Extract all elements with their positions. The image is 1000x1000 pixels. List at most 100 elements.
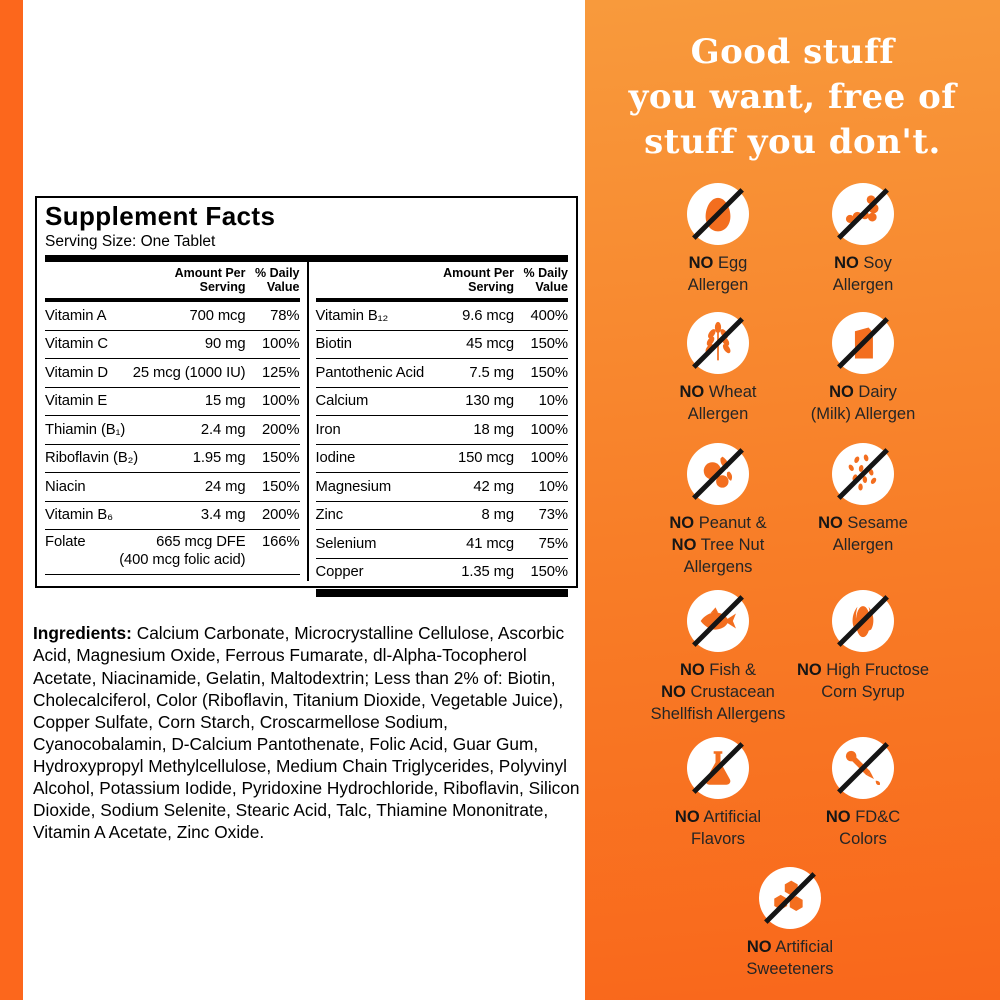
badge-label: NO Dairy (Milk) Allergen — [811, 382, 916, 426]
dropper-icon — [832, 737, 894, 799]
badge-dropper: NO FD&C Colors — [768, 737, 958, 851]
badge-wheat: NO Wheat Allergen — [623, 312, 813, 426]
badge-label-text: Wheat — [704, 383, 757, 401]
left-rows: Vitamin A 700 mcg 78% Vitamin C 90 mg 100% Vit… — [45, 302, 300, 576]
serving-size: Serving Size: One Tablet — [45, 232, 216, 250]
no-word: NO — [746, 938, 772, 956]
header-divider-bar — [45, 298, 300, 303]
nutrient-daily-value: 166% — [262, 534, 300, 551]
badge-honeycomb: NO Artificial Sweeteners — [695, 867, 885, 981]
peanut-icon — [687, 443, 749, 505]
table-row: Iodine 150 mcg 100% — [315, 445, 569, 474]
header-divider-bar — [315, 298, 568, 303]
badge-label-text: Artificial — [771, 938, 834, 956]
milk-carton-icon — [832, 312, 894, 374]
nutrient-amount: 700 mcg — [189, 307, 246, 324]
flask-icon — [687, 737, 749, 799]
badge-soybean: NO Soy Allergen — [768, 183, 958, 297]
badge-label-text: Colors — [839, 829, 887, 848]
badge-label: NO Fish & NO Crustacean Shellfish Allergen… — [651, 660, 786, 725]
nutrient-amount: 45 mcg — [466, 336, 514, 353]
facts-body: Amount Per Serving % Daily Value Vitamin A… — [45, 261, 568, 598]
badge-milk-carton: NO Dairy (Milk) Allergen — [768, 312, 958, 426]
ingredients-text: Calcium Carbonate, Microcrystalline Cell… — [33, 623, 580, 843]
nutrient-daily-value: 400% — [530, 307, 569, 324]
no-word: NO — [661, 682, 686, 701]
table-row: Thiamin (B₁) 2.4 mg 200% — [45, 416, 300, 445]
no-word: NO — [818, 514, 843, 532]
table-row: Vitamin D 25 mcg (1000 IU) 125% — [45, 359, 300, 388]
badge-egg: NO Egg Allergen — [623, 183, 813, 297]
nutrient-name: Magnesium — [315, 478, 392, 495]
nutrient-daily-value: 100% — [262, 336, 300, 353]
badge-label-text: Allergen — [832, 275, 894, 294]
nutrient-name: Biotin — [315, 336, 353, 353]
nutrient-amount: 90 mg — [204, 336, 246, 353]
nutrient-daily-value: 150% — [262, 478, 300, 495]
nutrient-daily-value: 100% — [530, 450, 569, 467]
nutrient-daily-value: 200% — [262, 507, 300, 524]
no-word: NO — [671, 535, 697, 554]
wheat-icon — [687, 312, 749, 374]
nutrient-name: Iron — [315, 421, 341, 438]
badge-label: NO Sesame Allergen — [818, 513, 908, 557]
nutrient-daily-value: 150% — [530, 364, 569, 381]
nutrient-daily-value: 150% — [530, 564, 569, 581]
nutrient-amount: 25 mcg (1000 IU) — [132, 364, 246, 381]
nutrient-amount: 7.5 mg — [469, 364, 514, 381]
nutrient-amount: 15 mg — [204, 393, 246, 410]
table-bottom-bar — [315, 589, 568, 598]
panel-heading: Good stuff you want, free of stuff you d… — [628, 32, 957, 163]
badge-label-text: Allergen — [687, 404, 749, 423]
badge-corn: NO High Fructose Corn Syrup — [768, 590, 958, 704]
badge-label-text: High Fructose — [821, 661, 930, 679]
badge-label: NO Artificial Flavors — [675, 807, 761, 851]
nutrient-amount: 41 mcg — [466, 535, 514, 552]
nutrient-daily-value: 100% — [262, 393, 300, 410]
badge-label-text: Tree Nut — [696, 535, 765, 554]
table-row: Vitamin B₁₂ 9.6 mcg 400% — [315, 302, 569, 331]
daily-value-header: % Daily Value — [523, 265, 568, 295]
table-row: Folate 665 mcg DFE (400 mcg folic acid) 166… — [45, 530, 300, 576]
column-header: Amount Per Serving % Daily Value — [45, 262, 300, 299]
table-row: Vitamin B₆ 3.4 mg 200% — [45, 502, 300, 531]
nutrient-name: Vitamin B₁₂ — [315, 307, 389, 324]
facts-right-column: Amount Per Serving % Daily Value Vitamin B… — [306, 261, 568, 598]
right-orange-panel: Good stuff you want, free of stuff you d… — [585, 0, 1000, 1000]
nutrient-name: Riboflavin (B₂) — [45, 450, 139, 467]
badge-label: NO Artificial Sweeteners — [746, 937, 833, 981]
ingredients-paragraph: Ingredients: Calcium Carbonate, Microcry… — [33, 622, 582, 843]
nutrient-name: Folate — [45, 534, 86, 551]
nutrient-name: Vitamin A — [45, 307, 107, 324]
table-row: Copper 1.35 mg 150% — [315, 559, 569, 588]
table-row: Vitamin C 90 mg 100% — [45, 331, 300, 360]
badge-peanut: NO Peanut & NO Tree Nut Allergens — [623, 443, 813, 578]
table-row: Iron 18 mg 100% — [315, 416, 568, 445]
no-word: NO — [834, 254, 859, 272]
badge-label-text: Artificial — [699, 808, 762, 826]
nutrient-name: Vitamin C — [45, 336, 108, 353]
badge-label-text: Sesame — [842, 514, 908, 532]
left-orange-strip — [0, 0, 23, 1000]
nutrient-name: Vitamin E — [45, 393, 108, 410]
amount-per-serving-header: Amount Per Serving — [443, 265, 514, 295]
badge-label-text: Peanut & — [694, 514, 767, 532]
badge-label-text: Allergens — [683, 557, 753, 576]
amount-per-serving-header: Amount Per Serving — [174, 265, 246, 295]
nutrient-daily-value: 150% — [262, 450, 300, 467]
right-rows: Vitamin B₁₂ 9.6 mcg 400% Biotin 45 mcg 150% Pa… — [315, 302, 569, 588]
nutrient-amount: 42 mg — [473, 478, 514, 495]
nutrient-amount: 1.35 mg — [461, 564, 514, 581]
nutrient-amount: 2.4 mg — [200, 421, 246, 438]
badge-label: NO Soy Allergen — [833, 253, 894, 297]
nutrient-daily-value: 73% — [538, 507, 568, 524]
fish-icon — [687, 590, 749, 652]
badge-flask: NO Artificial Flavors — [623, 737, 813, 851]
badge-label-text: Flavors — [690, 829, 746, 848]
nutrient-daily-value: 78% — [270, 307, 300, 324]
nutrient-name: Zinc — [315, 507, 344, 524]
badge-label: NO Wheat Allergen — [679, 382, 756, 426]
table-row: Selenium 41 mcg 75% — [315, 530, 568, 559]
nutrient-amount: 3.4 mg — [200, 507, 246, 524]
egg-icon — [687, 183, 749, 245]
